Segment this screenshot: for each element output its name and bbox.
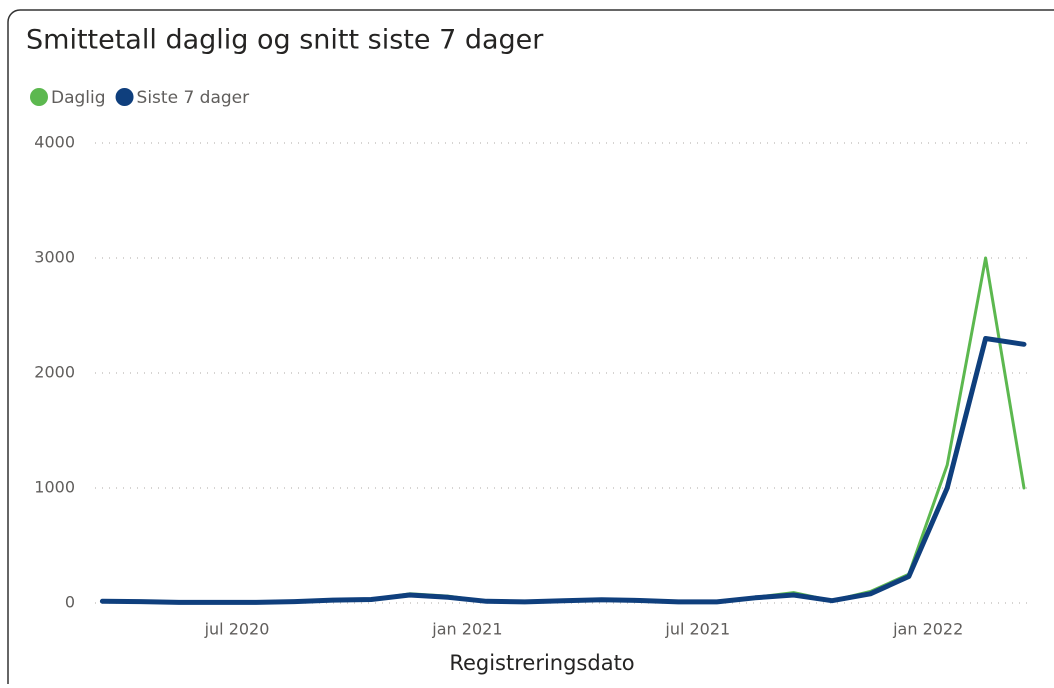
legend-label: Daglig xyxy=(51,88,106,108)
y-tick-label: 3000 xyxy=(34,248,75,267)
x-axis-label: Registreringsdato xyxy=(449,651,634,675)
legend-marker xyxy=(30,88,48,106)
x-tick-label: jan 2021 xyxy=(431,620,502,639)
x-tick-label: jul 2021 xyxy=(664,620,730,639)
series-line xyxy=(99,336,1027,605)
chart-title: Smittetall daglig og snitt siste 7 dager xyxy=(26,25,544,56)
legend-marker xyxy=(115,88,134,106)
y-tick-label: 0 xyxy=(65,593,75,612)
y-tick-label: 4000 xyxy=(34,133,75,152)
y-tick-label: 1000 xyxy=(34,478,75,497)
y-tick-label: 2000 xyxy=(34,363,75,382)
x-tick-label: jul 2020 xyxy=(204,620,270,639)
legend-label: Siste 7 dager xyxy=(137,88,250,108)
x-tick-label: jan 2022 xyxy=(892,620,963,639)
card xyxy=(7,9,1054,688)
